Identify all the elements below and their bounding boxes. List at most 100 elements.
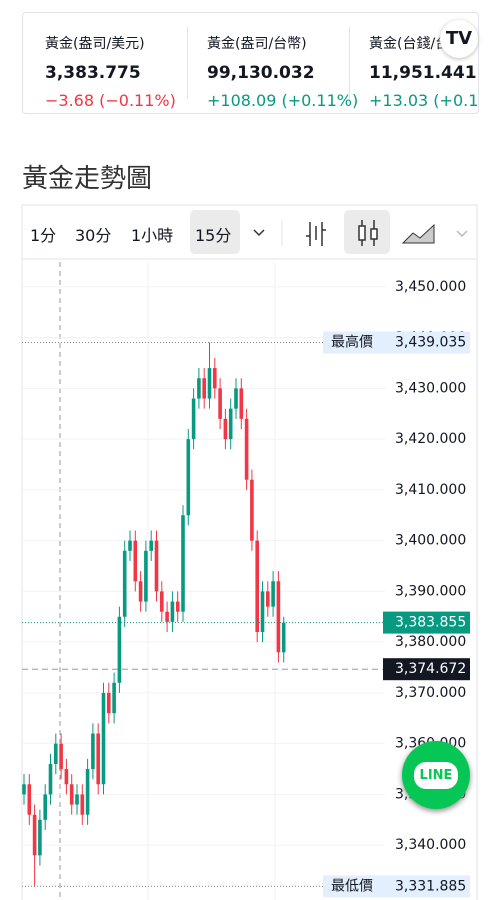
marker-label: 最高價 [331, 334, 373, 351]
chart-frame [21, 204, 478, 900]
candle-body [218, 388, 222, 419]
candle-body [149, 540, 153, 551]
candle-body [244, 418, 249, 480]
candle-body [117, 616, 122, 683]
candle-icon-body [370, 228, 378, 240]
candle-body [122, 550, 127, 617]
candle-body [75, 794, 79, 805]
separator [187, 27, 188, 99]
candle-body [260, 591, 265, 633]
y-tick-label: 3,410.000 [395, 482, 466, 498]
ticker-price: 99,130.032 [207, 63, 315, 83]
candle-body [43, 794, 47, 820]
marker-label-box [323, 875, 383, 898]
candle-body [255, 540, 259, 633]
candle-body [266, 591, 270, 607]
candle-body [281, 622, 286, 653]
candle-body [250, 479, 254, 541]
candle-body [133, 540, 138, 582]
candle-icon-body [358, 225, 366, 241]
ticker-change: +13.03 (+0.11%) [369, 91, 479, 110]
candle-body [96, 733, 100, 785]
interval-button[interactable]: 1小時 [131, 226, 174, 245]
candle-body [54, 743, 58, 764]
candle-body [239, 388, 244, 419]
ticker-name: 黃金(盎司/美元) [45, 36, 145, 52]
candle-body [228, 408, 233, 440]
interval-button[interactable]: 30分 [75, 226, 112, 245]
candle-body [80, 794, 85, 815]
y-tick-label: 3,340.000 [395, 837, 466, 853]
ticker[interactable]: 黃金(盎司/美元) 3,383.775 −3.68 (−0.11%) [45, 13, 205, 113]
candle-body [271, 581, 275, 607]
candle-body [112, 682, 116, 714]
line-label: LINE [413, 761, 459, 789]
candle-body [22, 784, 26, 795]
candle-body [175, 601, 180, 612]
ticker[interactable]: 黃金(盎司/台幣) 99,130.032 +108.09 (+0.11%) [207, 13, 367, 113]
candle-body [154, 540, 159, 592]
candle-body [213, 368, 217, 389]
y-tick-label: 3,390.000 [395, 583, 466, 599]
y-tick-label: 3,380.000 [395, 634, 466, 650]
ticker-price: 11,951.441 [369, 63, 477, 83]
candle-body [107, 692, 111, 714]
ticker-name: 黃金(盎司/台幣) [207, 36, 307, 52]
candle-body [85, 769, 90, 815]
candle-body [223, 418, 228, 440]
ticker-change: −3.68 (−0.11%) [45, 91, 176, 110]
y-tick-label: 3,450.000 [395, 279, 466, 295]
marker-box [383, 611, 470, 634]
candle-body [138, 581, 143, 602]
y-tick-label: 3,430.000 [395, 380, 466, 396]
candle-body [276, 581, 281, 653]
y-tick-label: 3,400.000 [395, 533, 466, 549]
interval-button[interactable]: 15分 [195, 226, 232, 245]
candle-body [144, 550, 148, 602]
marker-value: 3,439.035 [395, 335, 466, 351]
interval-button[interactable]: 1分 [30, 226, 57, 245]
candle-body [91, 733, 95, 770]
marker-value: 3,383.855 [395, 615, 466, 631]
candle-body [234, 388, 238, 409]
marker-box [383, 875, 470, 898]
tv-logo: TV [440, 20, 478, 58]
candle-body [181, 515, 185, 612]
y-tick-label: 3,370.000 [395, 685, 466, 701]
candle-body [128, 540, 132, 551]
candle-body [48, 763, 53, 795]
marker-box [383, 331, 470, 354]
section-title: 黃金走勢圖 [22, 164, 153, 194]
selected-bg [190, 210, 240, 254]
ticker-change: +108.09 (+0.11%) [207, 91, 359, 110]
candle-body [191, 398, 196, 440]
candle-icon-bg [344, 210, 390, 254]
candle-body [59, 743, 63, 770]
candle-body [32, 814, 37, 856]
line-button[interactable]: LINE [402, 741, 470, 809]
marker-value: 3,374.672 [395, 661, 466, 677]
marker-box [383, 658, 470, 681]
chevron[interactable] [253, 229, 265, 237]
marker-label: 最低價 [331, 877, 373, 894]
marker-value: 3,331.885 [395, 878, 466, 894]
bar-icon[interactable] [306, 222, 326, 246]
candle-body [69, 784, 74, 805]
ticker-price: 3,383.775 [45, 63, 141, 83]
chevron[interactable] [456, 230, 468, 238]
candle-body [186, 439, 191, 516]
candle-body [165, 611, 169, 622]
area-icon[interactable] [401, 223, 435, 244]
candle-body [160, 591, 164, 612]
candle-body [170, 601, 175, 622]
candle-body [202, 378, 206, 399]
candle-body [101, 692, 106, 785]
y-tick-label: 3,420.000 [395, 431, 466, 447]
candle-body [64, 769, 69, 785]
candle-body [38, 819, 42, 856]
marker-label-box [323, 331, 383, 354]
separator [349, 27, 350, 99]
candle-body [197, 378, 201, 399]
